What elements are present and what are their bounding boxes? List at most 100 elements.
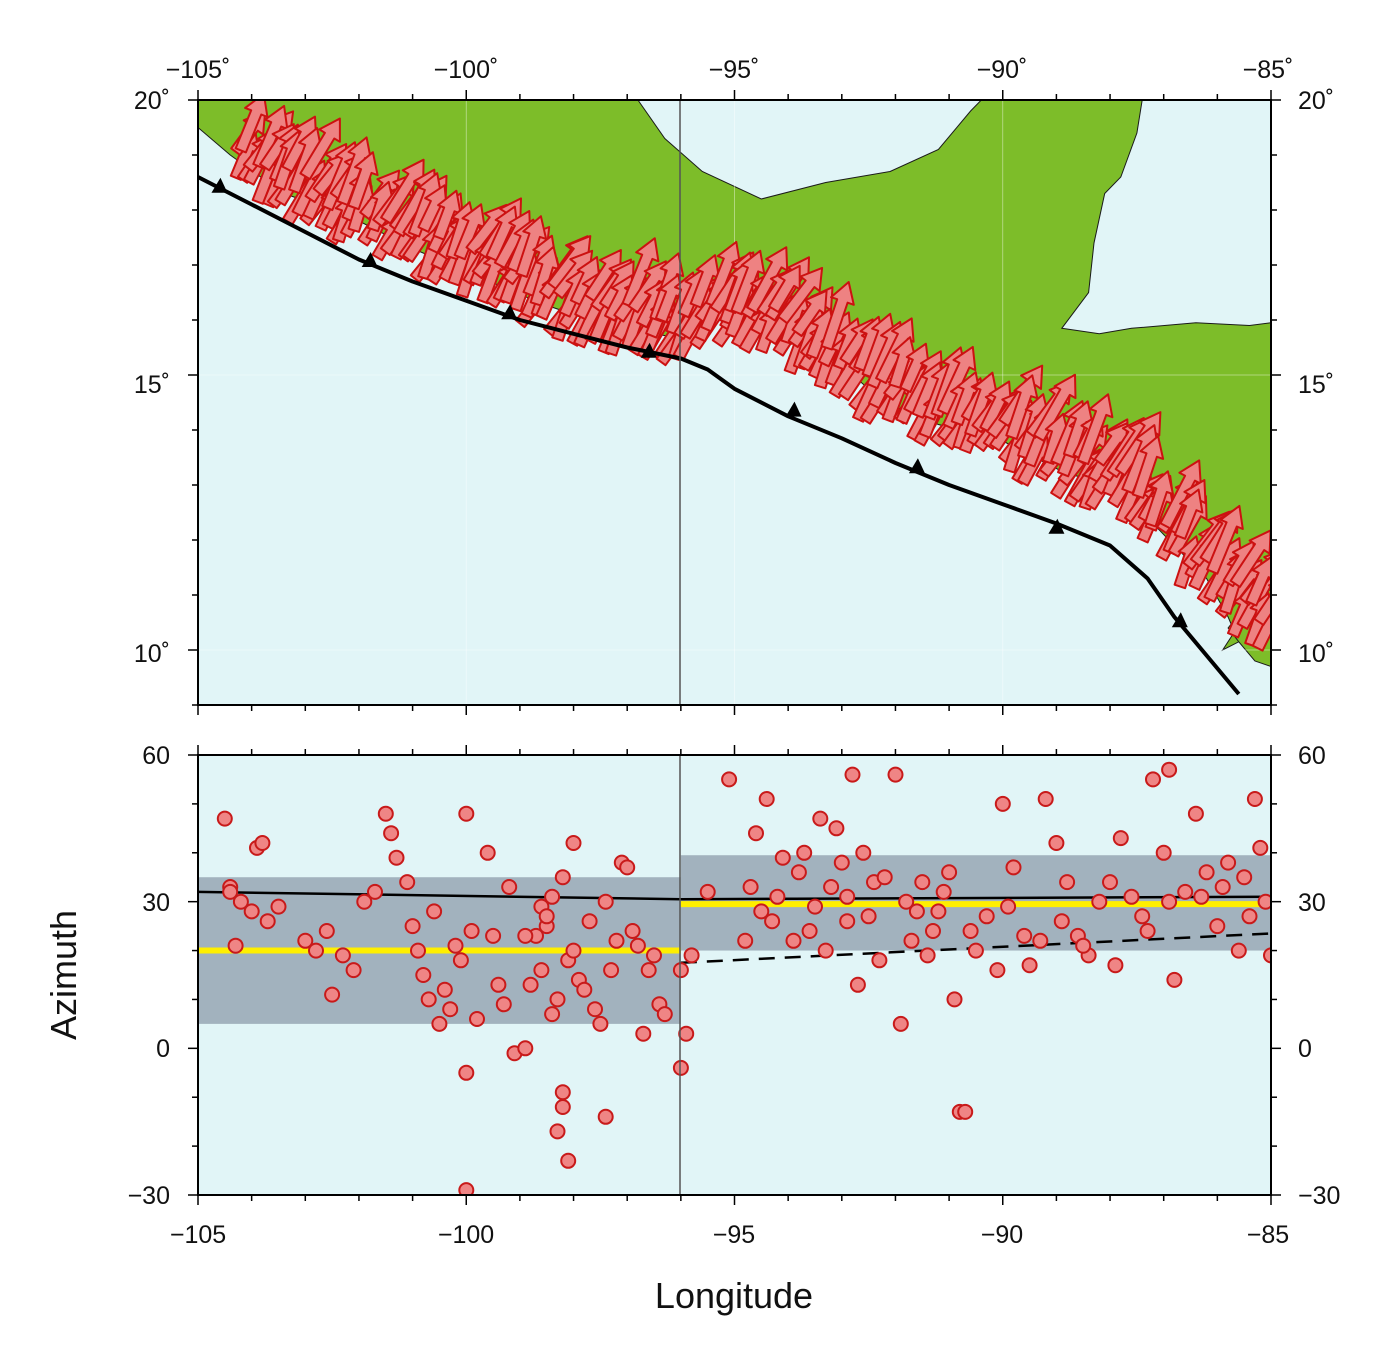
- data-point: [957, 1103, 974, 1120]
- y-tick-left-1: 30: [142, 889, 170, 917]
- velocity-arrow: [1033, 373, 1077, 442]
- data-point: [699, 883, 716, 900]
- map-ticks: [188, 90, 1281, 715]
- data-point: [538, 908, 555, 925]
- data-point: [1187, 805, 1204, 822]
- map-lon-tick-1: −100˚: [434, 56, 499, 84]
- data-point: [383, 825, 400, 842]
- velocity-arrow: [453, 203, 486, 261]
- x-tick-2: −95: [713, 1221, 755, 1249]
- data-point: [517, 1040, 534, 1057]
- velocity-arrow: [529, 245, 561, 307]
- data-point: [1134, 908, 1151, 925]
- data-point: [930, 903, 947, 920]
- data-point: [597, 893, 614, 910]
- data-point: [1075, 937, 1092, 954]
- data-point: [898, 893, 915, 910]
- data-point: [490, 976, 507, 993]
- data-point: [324, 986, 341, 1003]
- data-point: [903, 932, 920, 949]
- data-point: [753, 903, 770, 920]
- data-point: [989, 962, 1006, 979]
- y-tick-right-2: 0: [1298, 1035, 1312, 1063]
- velocity-arrow: [1159, 459, 1202, 530]
- data-point: [356, 893, 373, 910]
- data-point: [420, 991, 437, 1008]
- data-point: [377, 805, 394, 822]
- velocity-arrow: [515, 215, 548, 278]
- data-point: [946, 991, 963, 1008]
- data-point: [1112, 830, 1129, 847]
- data-point: [522, 976, 539, 993]
- velocity-arrow: [777, 266, 824, 325]
- data-point: [254, 835, 271, 851]
- data-point: [823, 879, 840, 895]
- data-point: [1214, 879, 1231, 895]
- data-point: [554, 869, 571, 886]
- velocity-arrow: [730, 249, 766, 316]
- data-point: [1091, 893, 1108, 910]
- y-tick-left-0: 60: [142, 742, 170, 770]
- data-point: [436, 981, 453, 998]
- data-point: [334, 947, 351, 964]
- y-axis-title: Azimuth: [43, 910, 84, 1040]
- velocity-arrow: [689, 254, 721, 309]
- data-point: [554, 1099, 571, 1115]
- data-point: [839, 913, 856, 930]
- trench-triangle: [501, 304, 518, 320]
- data-point: [345, 962, 362, 979]
- data-point: [463, 923, 480, 939]
- data-point: [721, 771, 738, 788]
- data-point: [1198, 864, 1215, 881]
- data-point: [442, 1001, 459, 1018]
- data-point: [565, 835, 582, 851]
- data-point: [297, 932, 314, 949]
- data-point: [887, 766, 904, 783]
- data-point: [1053, 913, 1070, 930]
- data-point: [807, 898, 823, 915]
- trench-triangle: [1171, 612, 1188, 628]
- velocity-arrow: [1253, 583, 1271, 626]
- map-lon-tick-3: −90˚: [977, 56, 1028, 84]
- velocity-arrow: [1173, 488, 1204, 540]
- data-point: [447, 937, 464, 954]
- data-point: [774, 849, 791, 866]
- data-point: [1220, 854, 1237, 871]
- data-point: [227, 937, 244, 954]
- data-point: [1000, 898, 1017, 915]
- data-point: [565, 942, 582, 959]
- data-point: [367, 883, 383, 900]
- data-point: [603, 962, 620, 979]
- data-point: [485, 927, 502, 944]
- data-point: [876, 869, 893, 886]
- velocity-arrow: [299, 117, 341, 181]
- data-point: [833, 854, 850, 871]
- x-tick-3: −90: [981, 1221, 1023, 1249]
- data-point: [967, 942, 984, 959]
- data-point: [1193, 888, 1210, 905]
- data-point: [1236, 869, 1253, 886]
- data-point: [533, 962, 550, 979]
- trench-triangle: [640, 342, 657, 358]
- velocity-arrow: [485, 205, 519, 262]
- data-point: [1155, 844, 1172, 861]
- data-point: [318, 923, 335, 939]
- velocity-arrow: [252, 104, 289, 170]
- velocity-arrow: [1251, 595, 1271, 652]
- data-point: [1123, 888, 1140, 905]
- trench-triangle: [1048, 518, 1065, 534]
- data-point: [458, 1064, 475, 1081]
- velocity-arrow: [746, 246, 789, 314]
- velocity-arrow: [1005, 374, 1039, 440]
- data-point: [479, 844, 496, 861]
- data-point: [517, 927, 534, 944]
- data-point: [656, 1006, 673, 1023]
- data-point: [1252, 839, 1269, 856]
- data-point: [828, 820, 845, 837]
- data-point: [758, 791, 775, 807]
- data-point: [839, 888, 856, 905]
- data-point: [270, 898, 287, 915]
- velocity-arrows: [229, 100, 1271, 652]
- map-panel: −105˚ −100˚ −95˚ −90˚ −85˚ 20˚ 15˚ 10˚ 2…: [134, 56, 1334, 715]
- data-point: [549, 991, 566, 1008]
